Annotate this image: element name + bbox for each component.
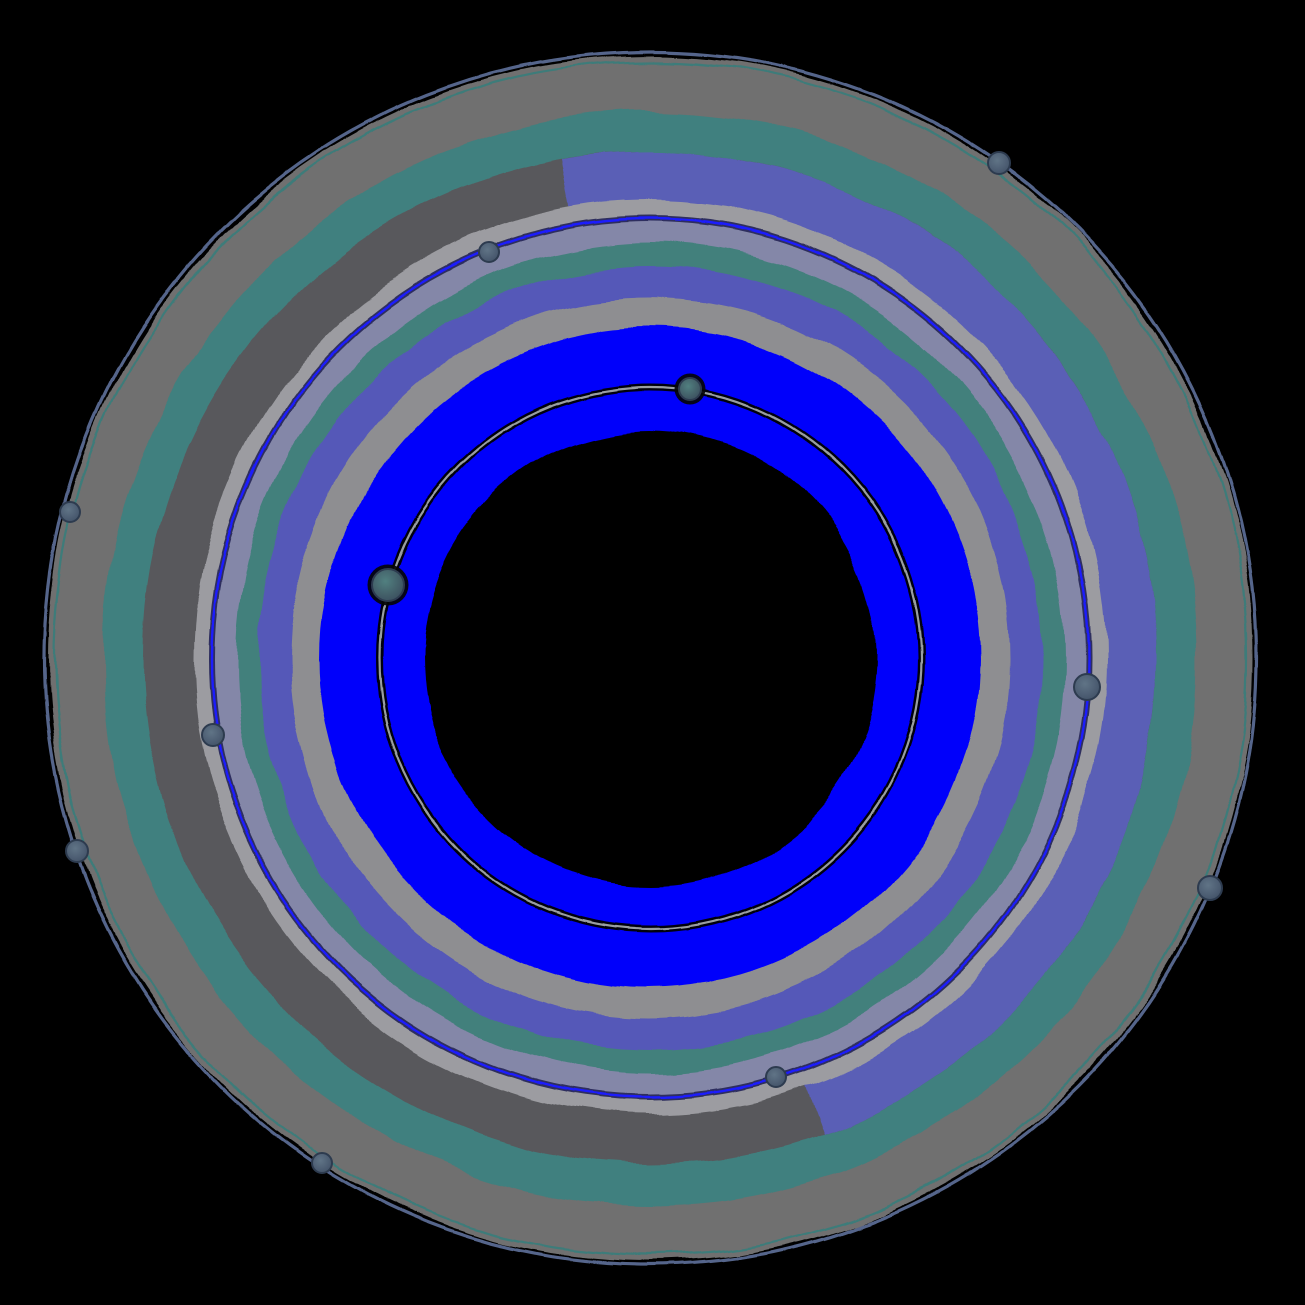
planet-dot-orbit-outer[interactable] [311,1152,333,1174]
band-teal-outer [103,111,1197,1205]
planet-dots-group [59,151,1223,1174]
band-graypurple [211,219,1089,1097]
band-slateblue-inner [258,266,1042,1050]
orbit-outer [42,50,1258,1266]
orbit-lines-group [42,50,1258,1266]
planet-dot-orbit-outer[interactable] [59,501,81,523]
planet-dot-orbit-middle[interactable] [1073,673,1101,701]
band-lightgray [193,201,1107,1115]
planet-dot-orbit-inner[interactable] [371,568,405,602]
planet-dot-orbit-outer[interactable] [65,839,89,863]
band-split-slateblue [561,151,1157,1135]
planet-dot-orbit-middle[interactable] [765,1066,787,1088]
band-gray-inner [290,298,1010,1018]
orbit-middle [209,217,1091,1099]
ring-bands-group [48,56,1252,1260]
planet-dot-orbit-middle[interactable] [478,241,500,263]
planet-dot-orbit-outer[interactable] [987,151,1011,175]
planet-dot-orbit-inner[interactable] [678,377,702,401]
orbit-inner [377,385,923,931]
planet-dot-orbit-middle[interactable] [201,723,225,747]
band-teal-inner [235,243,1065,1073]
band-gray-outer [48,56,1252,1260]
line-teal-outer [52,60,1248,1256]
planet-dot-orbit-outer[interactable] [1197,875,1223,901]
band-brightblue [320,328,980,988]
